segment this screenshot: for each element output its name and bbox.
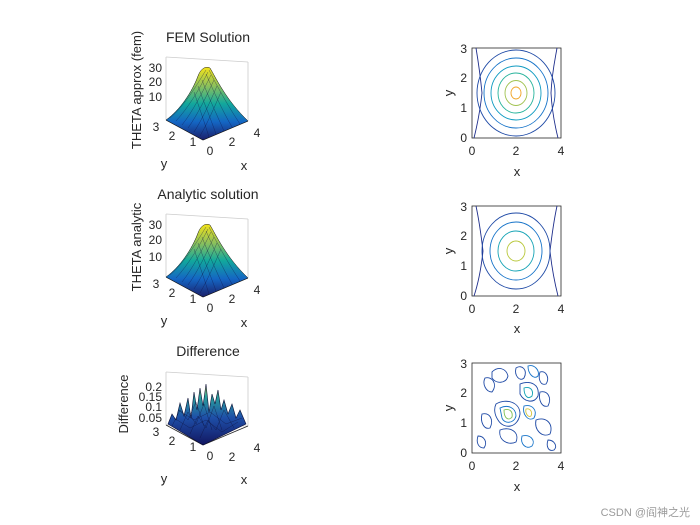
analytic-surface-ytick: 2 [169, 286, 176, 300]
difference-surface-mesh [167, 383, 247, 446]
difference-surface-ytick: 0 [207, 449, 214, 463]
fem-surface-ztick: 20 [149, 75, 163, 89]
fem-surface-mesh [165, 67, 249, 141]
difference-surface-xtick: 4 [254, 441, 261, 455]
fem-contour-plot: 0 2 4 0 1 2 3 x y [441, 42, 565, 179]
analytic-surface-xtick: 4 [254, 283, 261, 297]
fem-surface-ytick: 2 [169, 129, 176, 143]
fem-surface-mesh-fill [165, 67, 249, 141]
fem-contour-ytick: 1 [460, 101, 467, 115]
fem-surface-xtick: 2 [229, 135, 236, 149]
difference-surface-ytick: 1 [190, 440, 197, 454]
difference-contour-plot: 0 2 4 0 1 2 3 x y [441, 357, 565, 494]
analytic-surface-xtick: 2 [229, 292, 236, 306]
difference-contour-xtick: 2 [513, 459, 520, 473]
fem-contour-axes-box [471, 47, 562, 139]
difference-surface-title: Difference [176, 343, 240, 359]
difference-contour-xlabel: x [514, 479, 521, 494]
analytic-surface-ztick: 20 [149, 233, 163, 247]
fem-contour-xtick: 0 [469, 144, 476, 158]
fem-surface-ytick: 3 [153, 120, 160, 134]
difference-contour-ytick: 1 [460, 416, 467, 430]
analytic-surface-mesh-fill [165, 224, 249, 298]
fem-surface-plot: FEM Solution 30 20 10 3 2 1 [129, 29, 261, 173]
difference-contour-ytick: 3 [460, 357, 467, 371]
fem-contour-xlabel: x [514, 164, 521, 179]
difference-surface-mesh-fill [167, 383, 247, 446]
difference-contour-lines [476, 365, 557, 451]
fem-contour-lines [473, 47, 559, 139]
analytic-contour-xtick: 4 [558, 302, 565, 316]
analytic-contour-lines [473, 205, 559, 297]
analytic-surface-ztick: 10 [149, 250, 163, 264]
analytic-contour-ytick: 2 [460, 229, 467, 243]
difference-surface-xtick: 2 [229, 450, 236, 464]
fem-contour-ytick: 0 [460, 131, 467, 145]
difference-surface-ztick: 0.1 [145, 400, 162, 414]
analytic-surface-xlabel: x [241, 315, 248, 330]
difference-surface-axes [165, 424, 249, 446]
analytic-surface-title: Analytic solution [157, 186, 258, 202]
analytic-contour-ylabel: y [441, 247, 456, 254]
fem-surface-zlabel: THETA approx (fem) [129, 31, 144, 149]
difference-surface-ylabel: y [161, 471, 168, 486]
analytic-surface-ylabel: y [161, 313, 168, 328]
analytic-surface-ytick: 1 [190, 292, 197, 306]
difference-surface-ztick: 0.2 [145, 380, 162, 394]
difference-surface-ytick: 3 [153, 425, 160, 439]
analytic-surface-plot: Analytic solution 30 20 10 3 2 [129, 186, 261, 330]
fem-surface-ytick: 0 [207, 144, 214, 158]
difference-surface-ztick: 0.05 [139, 411, 163, 425]
analytic-surface-ytick: 3 [153, 277, 160, 291]
difference-contour-xtick: 4 [558, 459, 565, 473]
fem-contour-ytick: 2 [460, 71, 467, 85]
analytic-contour-plot: 0 2 4 0 1 2 3 x y [441, 200, 565, 336]
analytic-contour-axes-box [471, 205, 562, 297]
fem-surface-ylabel: y [161, 156, 168, 171]
analytic-contour-xlabel: x [514, 321, 521, 336]
difference-surface-plot: Difference 0.2 0.15 0.1 0.05 3 [116, 343, 261, 487]
difference-surface-xlabel: x [241, 472, 248, 487]
fem-surface-xtick: 4 [254, 126, 261, 140]
fem-surface-xlabel: x [241, 158, 248, 173]
analytic-surface-ytick: 0 [207, 301, 214, 315]
watermark: CSDN @阎神之光 [601, 505, 690, 519]
fem-surface-ztick: 10 [149, 90, 163, 104]
fem-contour-xtick: 4 [558, 144, 565, 158]
fem-surface-ytick: 1 [190, 135, 197, 149]
difference-surface-ytick: 2 [169, 434, 176, 448]
analytic-contour-xtick: 0 [469, 302, 476, 316]
fem-contour-ylabel: y [441, 89, 456, 96]
fem-contour-xtick: 2 [513, 144, 520, 158]
analytic-surface-zlabel: THETA analytic [129, 202, 144, 291]
fem-surface-ztick: 30 [149, 61, 163, 75]
fem-contour-ytick: 3 [460, 42, 467, 56]
analytic-contour-ytick: 1 [460, 259, 467, 273]
analytic-surface-mesh [165, 224, 249, 298]
difference-surface-zlabel: Difference [116, 374, 131, 433]
fem-surface-title: FEM Solution [166, 29, 250, 45]
analytic-contour-xtick: 2 [513, 302, 520, 316]
analytic-contour-ytick: 3 [460, 200, 467, 214]
difference-surface-ztick: 0.15 [139, 390, 163, 404]
difference-contour-ylabel: y [441, 404, 456, 411]
difference-contour-ytick: 0 [460, 446, 467, 460]
analytic-surface-ztick: 30 [149, 218, 163, 232]
difference-contour-ytick: 2 [460, 386, 467, 400]
analytic-contour-ytick: 0 [460, 289, 467, 303]
difference-contour-xtick: 0 [469, 459, 476, 473]
